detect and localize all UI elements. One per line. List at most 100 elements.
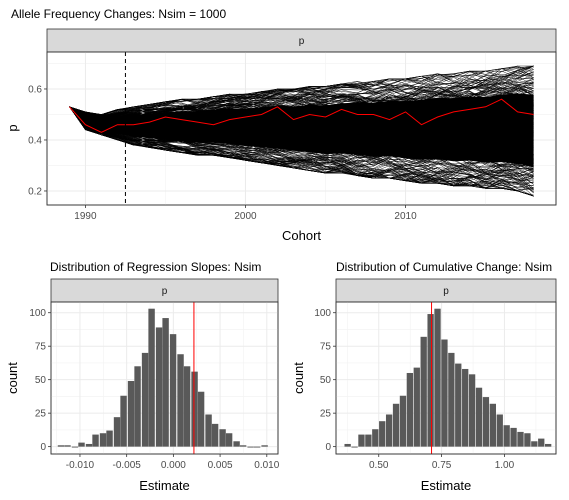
slopes-bar	[197, 391, 205, 447]
slopes-x-axis-title: Estimate	[139, 478, 190, 493]
cumulative-bar	[399, 395, 407, 447]
cumulative-bar	[496, 414, 503, 447]
slopes-bar	[239, 445, 247, 447]
cumulative-bar	[420, 336, 427, 447]
top-panel-border	[46, 51, 557, 206]
slopes-histogram-title: Distribution of Regression Slopes: Nsim	[50, 260, 261, 274]
simulation-line	[69, 90, 534, 115]
slopes-bar	[155, 327, 163, 447]
cumulative-x-tick-label: 1.00	[495, 460, 515, 471]
cumulative-bar	[468, 374, 476, 447]
slopes-bar	[169, 334, 177, 447]
simulation-line	[69, 91, 534, 116]
slopes-bar	[78, 442, 85, 447]
top-chart: Allele Frequency Changes: Nsim = 1000 p …	[5, 7, 557, 243]
cumulative-bar	[344, 443, 351, 447]
slopes-x-tick-label: -0.010	[66, 460, 95, 471]
cumulative-y-tick-label: 75	[320, 342, 332, 353]
slopes-y-tick-label: 25	[35, 409, 47, 420]
cumulative-bar	[441, 339, 448, 447]
slopes-y-tick-label: 0	[40, 442, 46, 453]
cumulative-bar	[489, 403, 496, 447]
cumulative-panel-border	[335, 301, 557, 455]
slopes-bar	[148, 308, 155, 447]
cumulative-histogram: Distribution of Cumulative Change: Nsim …	[291, 260, 557, 493]
slopes-bar	[233, 441, 240, 447]
cumulative-y-tick-label: 0	[325, 442, 331, 453]
cumulative-bar	[434, 308, 441, 447]
slopes-bar	[71, 446, 79, 448]
cumulative-bar	[351, 446, 358, 448]
cumulative-x-tick-label: 0.50	[369, 460, 389, 471]
slopes-x-axis: -0.010 -0.005 0.000 0.005 0.010	[66, 454, 280, 471]
simulation-line	[69, 106, 534, 197]
slopes-bar	[113, 417, 121, 447]
slopes-bar	[120, 395, 127, 447]
cumulative-bar	[510, 427, 517, 447]
slopes-facet-label: p	[162, 286, 168, 297]
cumulative-bar	[538, 438, 545, 447]
cumulative-bar	[427, 314, 434, 447]
cumulative-bar	[455, 363, 462, 447]
top-chart-title: Allele Frequency Changes: Nsim = 1000	[11, 7, 226, 21]
top-x-tick-label: 1990	[74, 211, 97, 222]
cumulative-y-axis: 0 25 50 75 100	[314, 308, 336, 453]
slopes-x-tick-label: 0.010	[254, 460, 279, 471]
cumulative-bar	[358, 434, 365, 447]
slopes-x-tick-label: -0.005	[112, 460, 141, 471]
slopes-bar	[64, 445, 71, 447]
cumulative-bar	[517, 431, 524, 447]
cumulative-histogram-title: Distribution of Cumulative Change: Nsim	[336, 260, 552, 274]
cumulative-x-tick-label: 0.75	[432, 460, 452, 471]
slopes-y-tick-label: 75	[35, 342, 47, 353]
cumulative-bar	[406, 372, 414, 447]
slopes-bar	[162, 318, 169, 447]
slopes-bar	[92, 434, 99, 447]
slopes-bar	[183, 366, 191, 447]
cumulative-bar	[372, 429, 379, 447]
slopes-bar	[141, 352, 149, 447]
slopes-bar	[211, 423, 219, 447]
slopes-histogram: Distribution of Regression Slopes: Nsim …	[5, 260, 280, 493]
top-y-tick-label: 0.4	[28, 135, 42, 146]
slopes-y-axis-title: count	[5, 362, 20, 394]
cumulative-bar	[462, 368, 469, 447]
cumulative-bar	[379, 421, 386, 447]
top-y-axis-title: p	[5, 124, 20, 131]
slopes-panel-border	[50, 301, 279, 455]
cumulative-bar	[413, 367, 420, 447]
cumulative-bar	[448, 352, 455, 447]
top-y-tick-label: 0.6	[28, 84, 42, 95]
cumulative-bars-layer	[335, 301, 557, 455]
cumulative-y-axis-title: count	[291, 362, 306, 394]
slopes-bar	[127, 381, 135, 447]
cumulative-x-axis-title: Estimate	[421, 478, 472, 493]
cumulative-bar	[482, 397, 490, 447]
slopes-y-tick-label: 100	[29, 308, 46, 319]
top-x-axis: 1990 2000 2010	[74, 205, 417, 222]
slopes-bar	[177, 354, 184, 447]
slopes-bar	[57, 445, 65, 447]
simulation-line	[69, 106, 534, 193]
slopes-bar	[99, 433, 107, 447]
simulation-line	[69, 73, 534, 117]
slopes-bar	[247, 446, 254, 448]
cumulative-bar	[385, 414, 393, 447]
top-x-tick-label: 2010	[394, 211, 417, 222]
top-facet-label: p	[299, 36, 305, 47]
cumulative-y-tick-label: 100	[314, 308, 331, 319]
cumulative-facet-label: p	[443, 286, 449, 297]
simulation-line	[69, 75, 534, 118]
simulation-line	[69, 106, 534, 186]
slopes-bar	[225, 433, 233, 447]
cumulative-bar	[524, 433, 531, 447]
slopes-bar	[261, 445, 268, 447]
cumulative-bar	[392, 403, 400, 447]
slopes-bar	[85, 443, 93, 447]
cumulative-bar	[365, 434, 372, 447]
slopes-bars-layer	[50, 301, 279, 455]
simulation-line	[69, 65, 534, 116]
top-series-layer	[46, 51, 557, 206]
slopes-y-axis: 0 25 50 75 100	[29, 308, 51, 453]
